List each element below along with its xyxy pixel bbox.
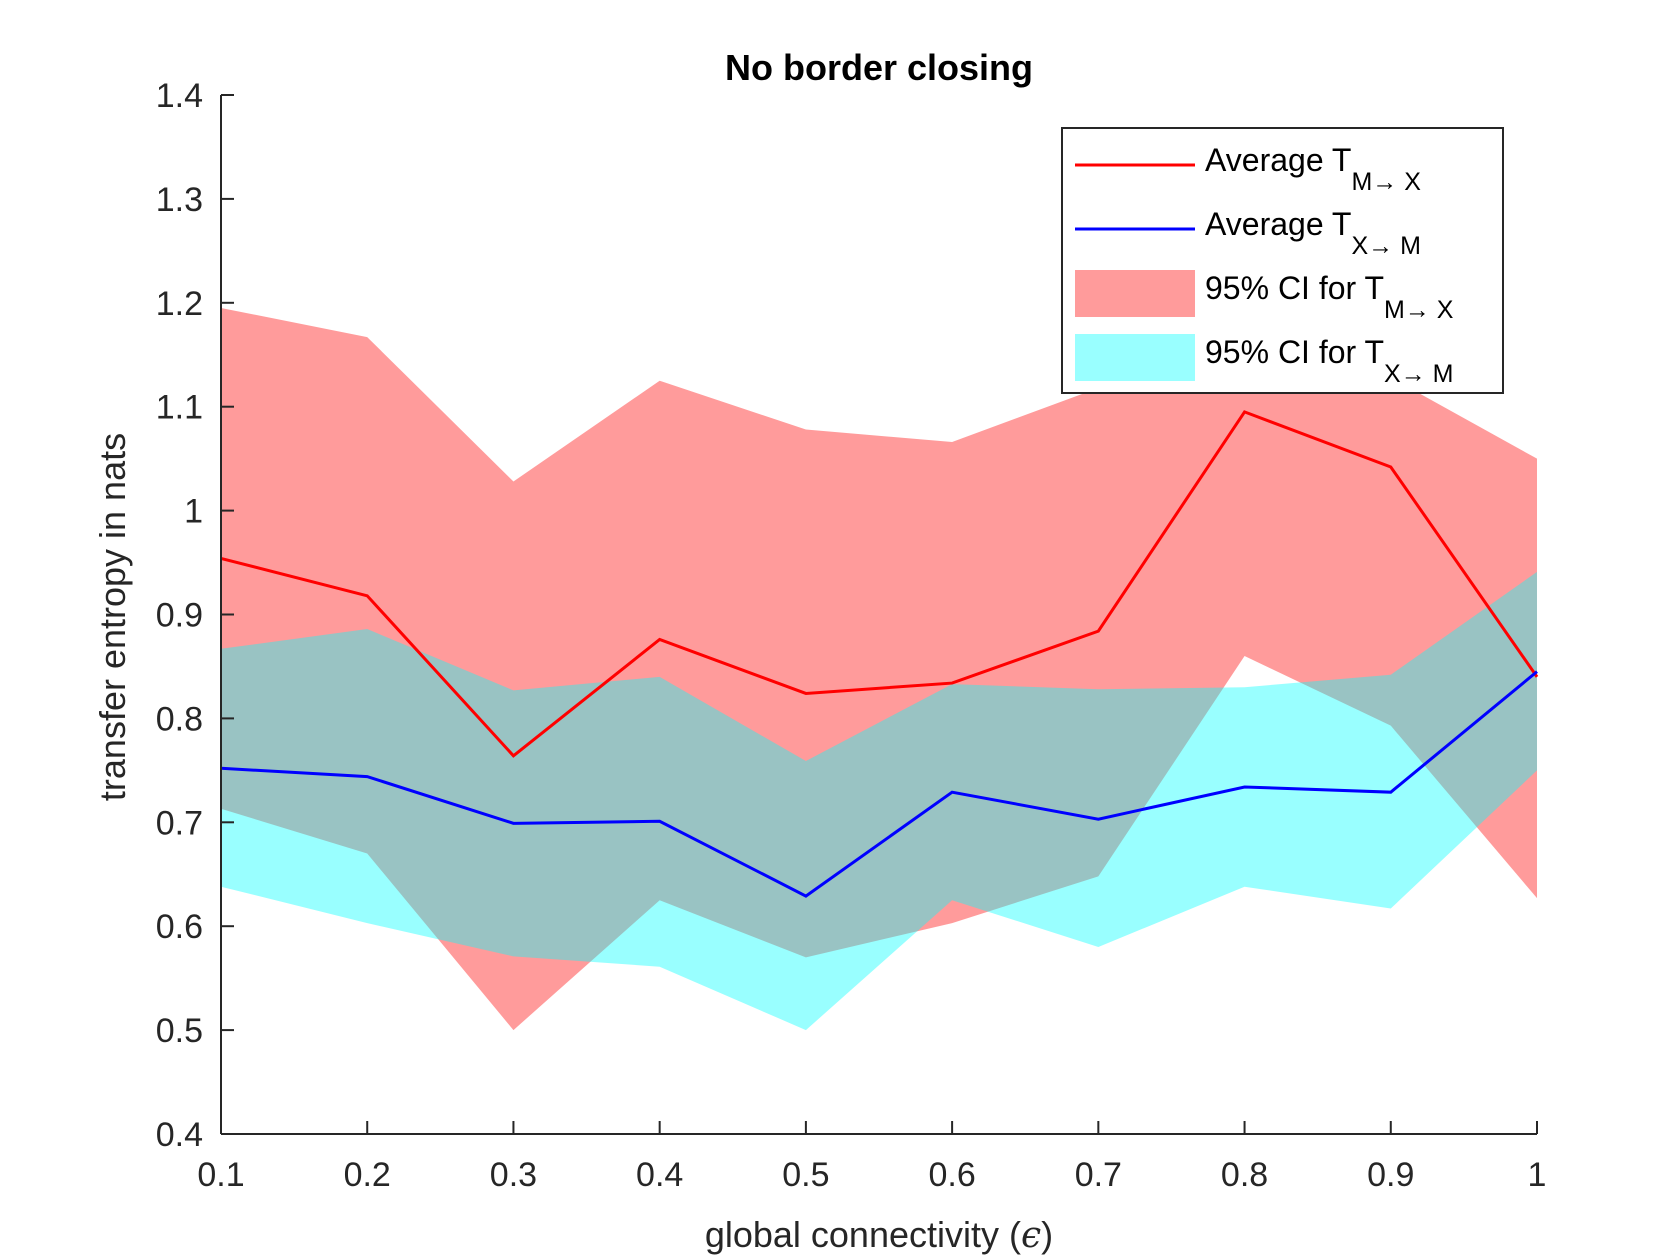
y-tick-label: 1.4 xyxy=(156,77,203,115)
ci-bands xyxy=(221,307,1537,1031)
legend-label-average-m-to-x: Average TM→ X xyxy=(1205,142,1421,196)
y-tick-label: 1.3 xyxy=(156,181,203,219)
x-tick-label: 0.7 xyxy=(1075,1156,1122,1194)
legend-box xyxy=(1061,127,1504,394)
average-lines xyxy=(220,410,1539,898)
series-line-1 xyxy=(220,670,1538,898)
x-tick-label: 0.3 xyxy=(490,1156,537,1194)
tick-labels: 0.4 0.5 0.6 0.7 0.8 0.9 1 1.1 1.2 1.3 1.4 0.1 0.2 0.3… xyxy=(156,77,1547,1194)
series-line-0 xyxy=(220,410,1539,758)
y-tick-label: 0.9 xyxy=(156,597,203,635)
legend-label-average-x-to-m: Average TX→ M xyxy=(1205,206,1421,260)
x-axis-label-symbol: ϵ xyxy=(1021,1215,1041,1256)
chart-title: No border closing xyxy=(725,47,1033,88)
legend-label-ci-m-to-x: 95% CI for TM→ X xyxy=(1205,270,1454,324)
x-tick-label: 0.9 xyxy=(1367,1156,1414,1194)
legend: Average TM→ X Average TX→ M 95% CI for T… xyxy=(1061,127,1504,394)
ci-band-1 xyxy=(221,571,1537,1031)
axes xyxy=(220,94,1538,1135)
x-axis-label-close: ) xyxy=(1041,1214,1053,1255)
y-tick-label: 0.7 xyxy=(156,804,203,842)
x-tick-label: 0.5 xyxy=(782,1156,829,1194)
y-axis-label: transfer entropy in nats xyxy=(92,433,133,801)
y-tick-label: 1 xyxy=(184,493,203,531)
x-tick-label: 0.2 xyxy=(344,1156,391,1194)
legend-label-ci-x-to-m: 95% CI for TX→ M xyxy=(1205,334,1453,388)
x-tick-label: 0.6 xyxy=(928,1156,975,1194)
y-tick-label: 1.2 xyxy=(156,285,203,323)
y-tick-label: 0.4 xyxy=(156,1116,203,1154)
ci-band-0 xyxy=(221,307,1537,1031)
x-tick-label: 0.4 xyxy=(636,1156,683,1194)
x-tick-label: 1 xyxy=(1528,1156,1547,1194)
x-tick-label: 0.1 xyxy=(197,1156,244,1194)
y-tick-label: 1.1 xyxy=(156,389,203,427)
x-axis-label-text: global connectivity ( xyxy=(705,1214,1021,1255)
legend-swatch-ci-m-to-x xyxy=(1075,270,1195,317)
legend-swatch-ci-x-to-m xyxy=(1075,334,1195,381)
x-axis-label: global connectivity (ϵ) xyxy=(705,1214,1053,1256)
y-tick-label: 0.6 xyxy=(156,908,203,946)
y-tick-label: 0.8 xyxy=(156,700,203,738)
y-tick-label: 0.5 xyxy=(156,1012,203,1050)
x-tick-label: 0.8 xyxy=(1221,1156,1268,1194)
